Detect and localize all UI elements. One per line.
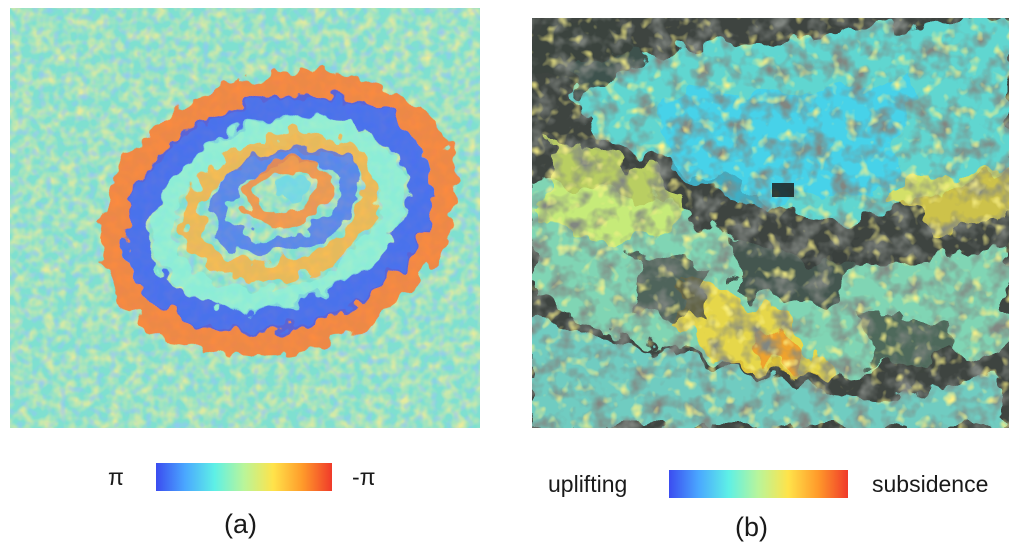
caption-b: (b) [735,512,768,542]
colorbar-a-left-label: π [108,464,124,490]
colorbar-b-right-label: subsidence [872,471,989,497]
caption-a: (a) [224,509,257,539]
interferogram-image [10,8,480,428]
deformation-map-image [532,18,1009,428]
colorbar-b [669,470,848,498]
colorbar-a [156,463,332,491]
colorbar-a-right-label: -π [352,464,376,490]
colorbar-b-left-label: uplifting [548,471,628,497]
